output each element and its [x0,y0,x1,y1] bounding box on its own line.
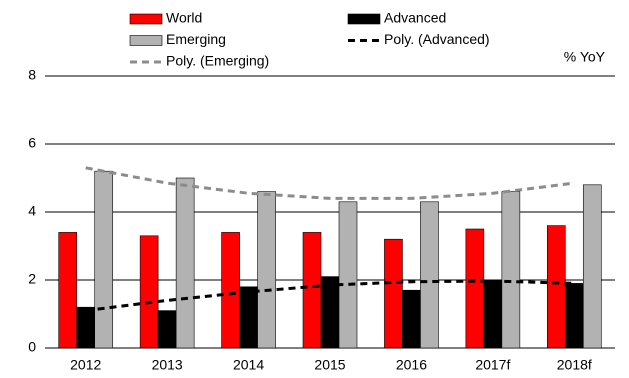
bar [465,228,485,349]
bar [402,289,421,349]
bar [239,286,258,349]
bar [384,238,403,349]
bar [157,310,177,349]
bar [582,184,602,349]
legend-label: Poly. (Advanced) [384,31,490,47]
bar [338,201,358,349]
unit-label: % YoY [564,49,606,65]
legend-label: Poly. (Emerging) [166,53,269,69]
bar [501,191,521,349]
bar [483,279,503,349]
bar [420,201,439,349]
x-tick-label: 2016 [396,357,427,373]
bar [221,232,240,349]
legend-label: Advanced [384,10,446,26]
x-tick-label: 2014 [233,357,264,373]
x-tick-label: 2017f [475,357,510,373]
bar [139,235,159,349]
bar [320,276,340,349]
bar [546,225,566,349]
y-tick-label: 6 [28,135,36,151]
y-tick-label: 0 [28,339,36,355]
y-tick-label: 4 [28,203,36,219]
bar [94,170,114,349]
legend-swatch [347,13,381,25]
trend-line [85,279,575,313]
bar [564,283,584,349]
bar [58,232,78,349]
x-tick-label: 2013 [152,357,183,373]
bar [175,177,195,349]
bar [302,232,322,349]
x-tick-label: 2015 [314,357,345,373]
x-tick-label: 2012 [70,357,101,373]
legend-swatch [129,13,163,25]
x-tick-label: 2018f [557,357,592,373]
legend-swatch [129,35,163,46]
legend-label: World [166,10,202,26]
bar [257,191,276,349]
y-tick-label: 8 [28,67,36,83]
y-tick-label: 2 [28,271,36,287]
trend-line [85,166,575,200]
legend-label: Emerging [166,31,226,47]
bar [76,306,96,349]
